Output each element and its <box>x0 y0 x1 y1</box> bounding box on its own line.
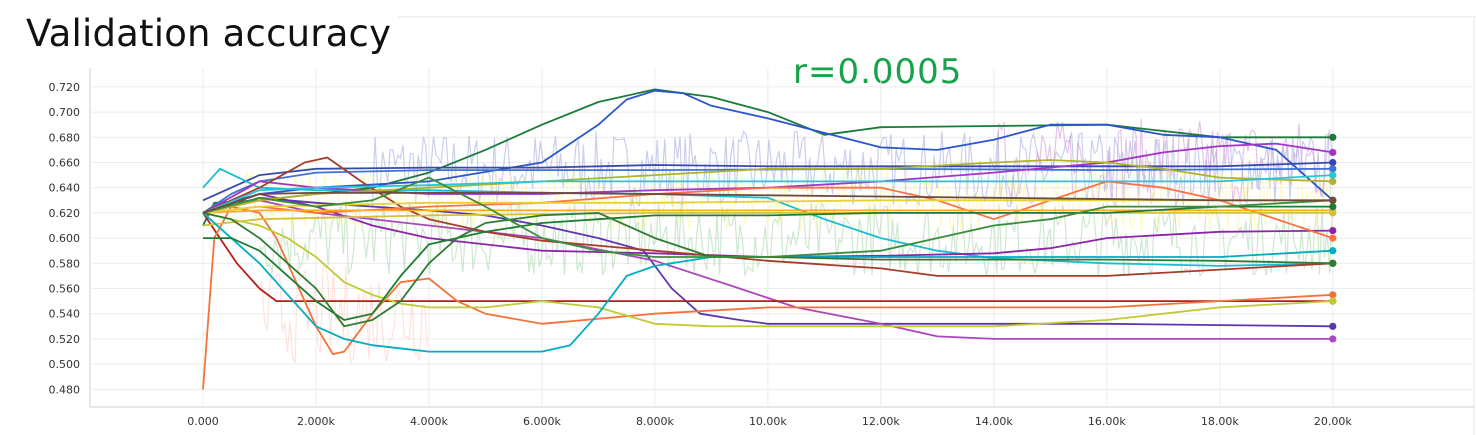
series-end-marker <box>1329 165 1337 173</box>
x-axis-ticks: 0.000 2.000k 4.000k 6.000k 8.000k 10.00k 12.00… <box>187 415 1352 428</box>
series-line <box>202 89 1334 214</box>
series-line <box>202 212 1333 353</box>
series-end-marker <box>1329 177 1337 186</box>
series-end-marker <box>1329 171 1337 179</box>
y-tick-label: 0.480 <box>49 383 81 396</box>
x-tick-label: 4.000k <box>410 415 448 428</box>
series-end-marker <box>1329 259 1337 267</box>
chart-title: Validation accuracy <box>26 12 392 55</box>
x-tick-label: 0.000 <box>187 415 219 428</box>
series-end-marker <box>1329 158 1337 167</box>
x-tick-label: 20.00k <box>1314 415 1352 428</box>
raw-series-trace <box>258 264 428 365</box>
x-tick-label: 6.000k <box>523 415 561 428</box>
series-end-marker <box>1329 209 1337 217</box>
y-tick-label: 0.520 <box>49 333 81 346</box>
series-end-marker <box>1329 335 1337 343</box>
y-tick-label: 0.560 <box>49 283 81 296</box>
series-line <box>202 212 1333 328</box>
series-line <box>202 156 1333 277</box>
series-line <box>202 176 1333 258</box>
series-end-marker <box>1329 203 1337 211</box>
y-tick-label: 0.620 <box>49 207 81 220</box>
y-tick-label: 0.500 <box>49 358 81 371</box>
y-axis-ticks: 0.720 0.700 0.680 0.660 0.640 0.620 0.600 0.580… <box>49 81 81 396</box>
x-tick-label: 16.00k <box>1088 415 1126 428</box>
y-tick-label: 0.660 <box>49 157 81 170</box>
series-end-marker <box>1329 226 1337 235</box>
series-end-marker <box>1329 297 1337 305</box>
y-tick-label: 0.720 <box>49 81 81 94</box>
series-end-marker <box>1329 291 1337 299</box>
x-tick-label: 18.00k <box>1201 415 1239 428</box>
x-tick-label: 12.00k <box>862 415 900 428</box>
series-line <box>202 212 1333 328</box>
series-end-markers <box>1329 133 1337 343</box>
y-tick-label: 0.680 <box>49 131 81 144</box>
series-end-marker <box>1329 133 1337 141</box>
series-end-marker <box>1329 196 1337 204</box>
x-tick-label: 14.00k <box>975 415 1013 428</box>
y-tick-label: 0.700 <box>49 106 81 119</box>
series-end-marker <box>1329 148 1337 157</box>
series-line <box>202 142 1333 214</box>
y-tick-label: 0.580 <box>49 257 81 270</box>
y-tick-label: 0.640 <box>49 182 81 195</box>
series-line <box>202 174 1333 214</box>
series-end-marker <box>1329 322 1337 330</box>
series-lines <box>202 88 1334 390</box>
series-line <box>202 209 1333 214</box>
series-line <box>202 199 1333 214</box>
series-end-marker <box>1329 247 1337 255</box>
x-tick-label: 2.000k <box>297 415 335 428</box>
chart-frame <box>89 16 1476 435</box>
y-tick-label: 0.540 <box>49 308 81 321</box>
series-line <box>202 161 1333 202</box>
series-end-marker <box>1329 234 1337 242</box>
y-tick-label: 0.600 <box>49 232 81 245</box>
learning-rate-annotation: r=0.0005 <box>793 52 963 92</box>
x-tick-label: 10.00k <box>749 415 787 428</box>
series-line <box>202 191 1333 214</box>
series-line <box>202 199 1333 340</box>
raw-series-trace <box>993 118 1333 209</box>
series-line <box>203 205 1333 321</box>
x-tick-label: 8.000k <box>636 415 674 428</box>
